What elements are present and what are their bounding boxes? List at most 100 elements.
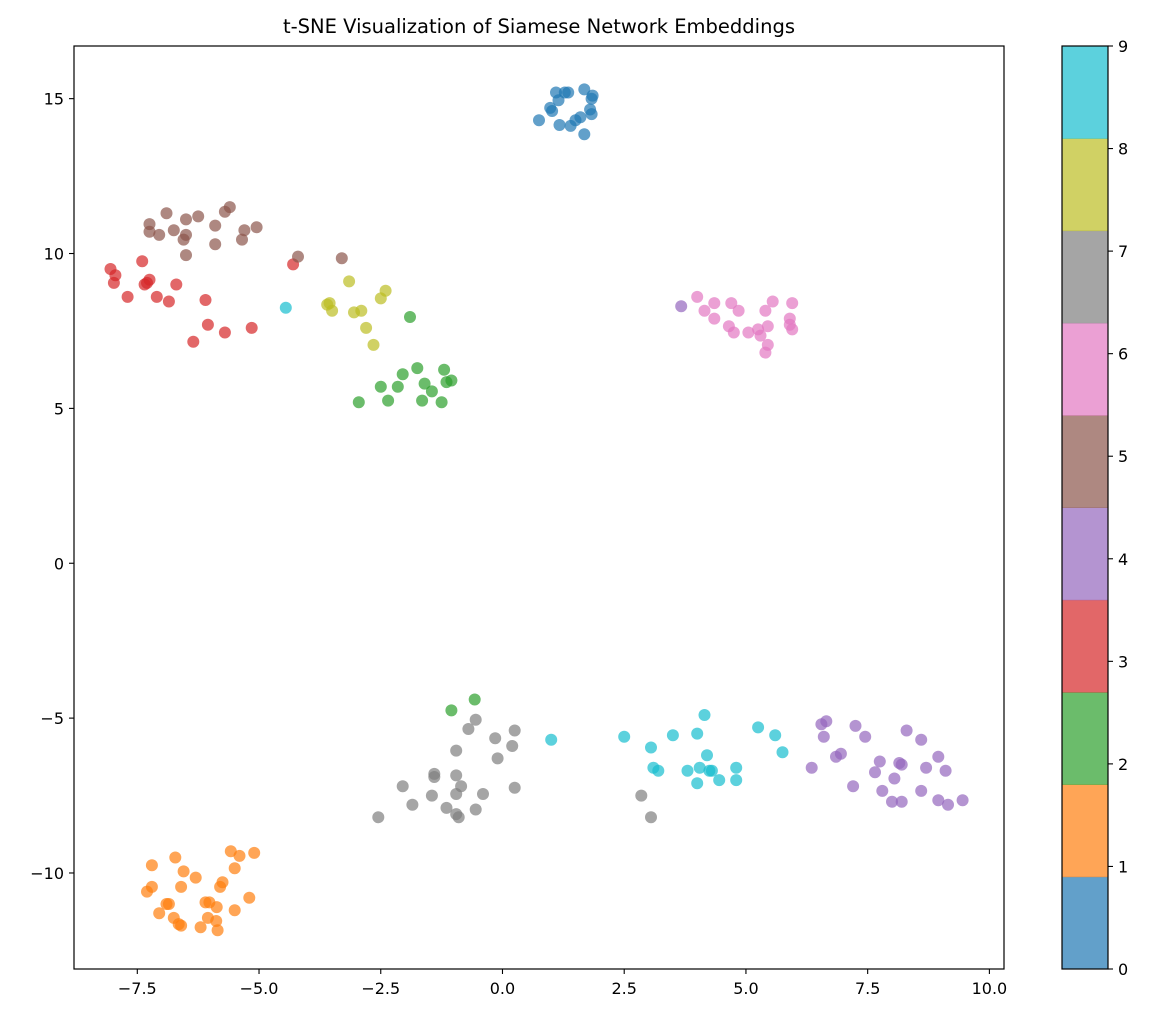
point-class-4: [876, 784, 889, 797]
point-class-1: [233, 849, 246, 862]
point-class-8: [367, 338, 380, 351]
series-class-5: [143, 201, 348, 265]
colorbar-tick-label: 1: [1118, 857, 1128, 876]
point-class-7: [506, 740, 519, 752]
point-class-4: [932, 750, 945, 763]
point-class-2: [425, 385, 438, 398]
point-class-6: [783, 318, 796, 331]
point-class-1: [211, 924, 224, 937]
point-class-9: [730, 761, 743, 774]
point-class-5: [167, 224, 180, 237]
point-class-1: [194, 921, 207, 934]
point-class-7: [440, 801, 453, 814]
point-class-8: [360, 321, 373, 334]
point-class-4: [888, 772, 901, 785]
x-tick-label: 10.0: [972, 979, 1008, 998]
colorbar-tick-label: 3: [1118, 652, 1128, 671]
point-class-5: [238, 224, 251, 237]
point-class-1: [141, 885, 153, 898]
colorbar-tick-label: 4: [1118, 550, 1128, 569]
point-class-7: [450, 769, 463, 782]
point-class-6: [698, 304, 711, 317]
point-class-3: [201, 318, 214, 331]
colorbar-frame: [1061, 45, 1109, 970]
point-class-0: [578, 83, 591, 96]
point-class-9: [618, 730, 631, 743]
point-class-7: [477, 788, 489, 800]
point-class-7: [508, 724, 521, 737]
series-class-0: [533, 83, 599, 141]
point-class-5: [180, 213, 192, 226]
point-class-3: [121, 290, 134, 303]
series-class-4: [675, 300, 969, 811]
x-tick-label: 2.5: [611, 979, 636, 998]
colorbar-segment-3: [1062, 599, 1108, 693]
x-tick-label: −2.5: [361, 979, 400, 998]
point-class-4: [859, 730, 872, 743]
point-class-9: [545, 733, 558, 746]
point-class-7: [450, 744, 463, 757]
point-class-7: [425, 789, 438, 802]
y-tick-label: −10: [30, 864, 64, 883]
plot-frame: [73, 45, 1005, 970]
series-class-1: [141, 845, 261, 937]
colorbar-segment-7: [1062, 230, 1108, 324]
point-class-9: [279, 301, 292, 314]
point-class-5: [218, 205, 231, 218]
point-class-0: [578, 128, 591, 141]
point-class-3: [170, 278, 183, 291]
point-class-8: [326, 304, 339, 317]
point-class-1: [214, 880, 227, 893]
point-class-6: [742, 326, 755, 339]
x-tick-label: −5.0: [240, 979, 279, 998]
point-class-5: [236, 233, 248, 246]
colorbar-segment-4: [1062, 507, 1108, 601]
point-class-7: [372, 811, 385, 824]
point-class-2: [445, 704, 458, 717]
point-class-1: [228, 904, 241, 917]
point-class-7: [508, 781, 521, 794]
point-class-6: [759, 346, 772, 359]
colorbar-tick-label: 5: [1118, 447, 1128, 466]
colorbar-tick-label: 0: [1118, 960, 1128, 979]
point-class-1: [248, 846, 261, 859]
point-class-5: [335, 252, 348, 265]
point-class-5: [192, 210, 205, 223]
point-class-4: [805, 761, 818, 774]
colorbar: 0 1 2 3 4 5 6 7 8 9: [1061, 37, 1128, 979]
point-class-7: [406, 798, 419, 811]
point-class-1: [177, 865, 190, 878]
point-class-5: [143, 225, 156, 238]
point-class-7: [469, 803, 482, 816]
point-class-3: [138, 278, 151, 291]
point-class-4: [915, 733, 928, 746]
point-class-9: [705, 764, 718, 777]
point-class-1: [228, 862, 241, 875]
y-tick-label: 10: [44, 245, 64, 264]
point-class-9: [693, 761, 706, 774]
x-tick-label: 0.0: [490, 979, 515, 998]
point-class-9: [713, 774, 726, 787]
point-class-5: [180, 249, 192, 262]
point-class-4: [895, 795, 908, 808]
point-class-5: [160, 207, 173, 220]
colorbar-tick-label: 7: [1118, 242, 1128, 261]
point-class-5: [250, 221, 263, 234]
point-class-4: [886, 795, 898, 808]
point-class-7: [452, 811, 465, 824]
colorbar-tick-label: 8: [1118, 140, 1128, 159]
point-class-4: [847, 780, 860, 793]
point-class-0: [586, 89, 599, 102]
series-class-9: [279, 301, 789, 790]
y-axis: −10 −5 0 5 10 15: [30, 90, 74, 883]
point-class-4: [900, 724, 913, 737]
point-class-7: [462, 723, 475, 735]
point-class-6: [786, 297, 799, 310]
point-class-0: [533, 114, 545, 127]
point-class-2: [411, 362, 424, 375]
point-class-1: [169, 851, 182, 864]
series-class-7: [372, 713, 657, 824]
point-class-4: [895, 758, 908, 771]
point-class-1: [145, 859, 158, 872]
